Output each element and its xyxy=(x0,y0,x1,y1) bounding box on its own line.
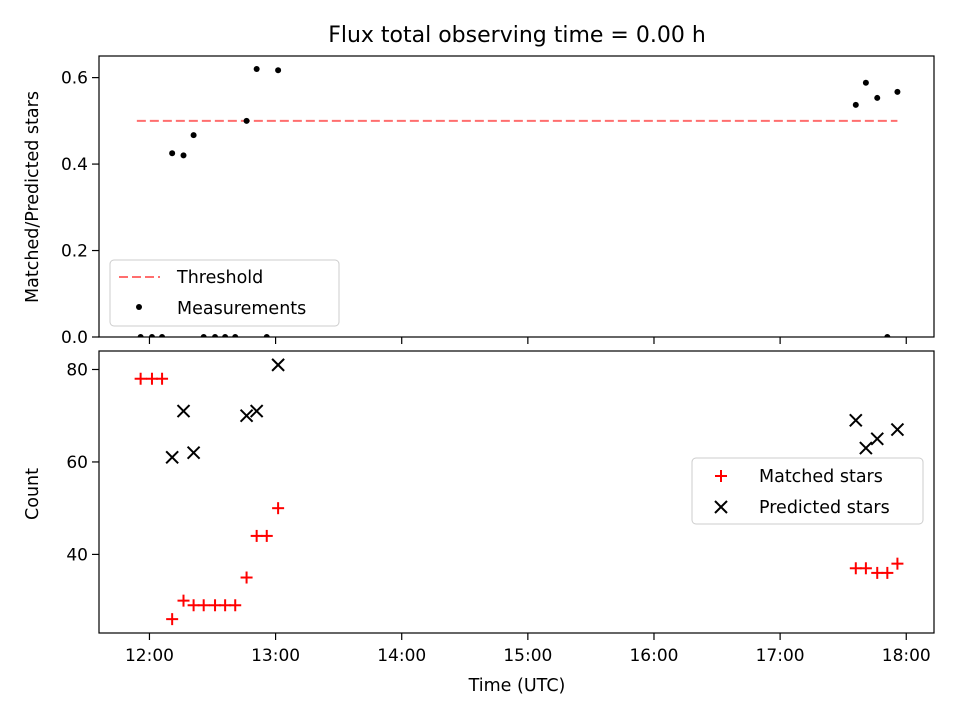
measurements-point xyxy=(169,150,176,157)
bottom-y-tick-label: 40 xyxy=(66,545,88,565)
matched-stars-point xyxy=(240,571,253,584)
matched-stars-point xyxy=(219,599,232,612)
predicted-stars-point xyxy=(165,450,179,465)
measurements-point xyxy=(862,79,869,86)
top-plot-area xyxy=(136,65,901,337)
predicted-stars-point xyxy=(859,441,873,455)
measurements-point xyxy=(232,334,239,337)
measurements-point xyxy=(148,334,155,337)
matched-stars-point xyxy=(250,529,263,542)
legend-box xyxy=(691,457,924,525)
bottom-legend: Matched stars Predicted stars xyxy=(691,457,924,525)
matched-stars-point xyxy=(871,566,884,579)
matched-stars-point xyxy=(134,372,147,385)
bottom-y-tick-label: 80 xyxy=(66,360,88,380)
matched-stars-point xyxy=(187,599,200,612)
top-axes-frame xyxy=(98,55,935,338)
predicted-stars-point xyxy=(249,404,264,418)
legend-label: Matched stars xyxy=(759,467,883,487)
top-y-axis-label: Matched/Predicted stars xyxy=(23,91,43,303)
bottom-y-tick-label: 60 xyxy=(66,453,88,473)
legend-label: Measurements xyxy=(177,299,306,319)
matched-stars-point xyxy=(156,372,169,385)
measurements-point xyxy=(180,152,187,159)
matched-stars-point xyxy=(859,562,872,575)
predicted-stars-point xyxy=(239,409,254,423)
bottom-y-axis-label: Count xyxy=(23,468,43,520)
top-panel: 0.0 0.2 0.4 0.6 Threshold Measurements xyxy=(61,55,935,348)
matched-stars-point xyxy=(891,557,904,570)
predicted-stars-point xyxy=(271,358,285,372)
measurements-point xyxy=(884,334,891,337)
legend-box xyxy=(109,259,340,327)
measurements-point xyxy=(253,65,260,72)
matched-stars-point xyxy=(881,566,894,579)
bottom-plot-area xyxy=(134,358,905,626)
bottom-x-tick-label: 16:00 xyxy=(629,646,678,666)
bottom-axes-frame xyxy=(98,350,935,634)
legend-label: Predicted stars xyxy=(759,498,890,518)
bottom-x-tick-label: 14:00 xyxy=(377,646,426,666)
predicted-stars-point xyxy=(890,422,905,437)
measurements-point xyxy=(263,334,270,337)
bottom-x-tick-label: 18:00 xyxy=(882,646,931,666)
x-axis-label: Time (UTC) xyxy=(468,676,566,696)
figure-title: Flux total observing time = 0.00 h xyxy=(328,23,706,48)
matched-stars-point xyxy=(177,594,190,607)
matched-stars-point xyxy=(272,502,285,515)
bottom-x-tick-label: 15:00 xyxy=(503,646,552,666)
measurements-point xyxy=(212,334,219,337)
measurements-point xyxy=(275,67,282,74)
predicted-stars-point xyxy=(849,413,863,428)
measurements-point xyxy=(852,101,859,108)
measurements-point xyxy=(159,334,166,337)
top-y-tick-label: 0.4 xyxy=(61,155,88,175)
measurements-point xyxy=(243,117,250,124)
top-y-tick-label: 0.6 xyxy=(61,69,88,89)
bottom-x-tick-label: 12:00 xyxy=(125,646,174,666)
matched-stars-point xyxy=(197,599,210,612)
measurements-point xyxy=(222,334,229,337)
predicted-stars-point xyxy=(176,404,191,418)
matched-stars-point xyxy=(209,599,222,612)
bottom-panel: 40 60 80 12:00 13:00 14:00 15:00 16:00 17:00 18:0… xyxy=(66,350,935,666)
measurements-point xyxy=(894,88,901,95)
top-y-tick-label: 0.0 xyxy=(61,328,88,348)
matched-stars-point xyxy=(260,529,273,542)
bottom-x-tick-label: 13:00 xyxy=(251,646,300,666)
matched-stars-point xyxy=(145,372,158,385)
top-legend: Threshold Measurements xyxy=(109,259,340,327)
matched-stars-point xyxy=(166,613,179,626)
matched-stars-point xyxy=(849,562,862,575)
legend-label: Threshold xyxy=(176,268,263,288)
measurements-point xyxy=(190,132,197,139)
bottom-x-tick-label: 17:00 xyxy=(756,646,805,666)
measurements-point xyxy=(200,334,207,337)
matched-stars-point xyxy=(229,599,242,612)
legend-measurements-swatch xyxy=(136,304,142,310)
predicted-stars-point xyxy=(186,445,201,460)
top-y-tick-label: 0.2 xyxy=(61,242,88,262)
measurements-point xyxy=(874,94,881,101)
predicted-stars-point xyxy=(870,432,884,446)
measurements-point xyxy=(137,334,144,337)
legend-predicted-swatch xyxy=(714,500,728,514)
